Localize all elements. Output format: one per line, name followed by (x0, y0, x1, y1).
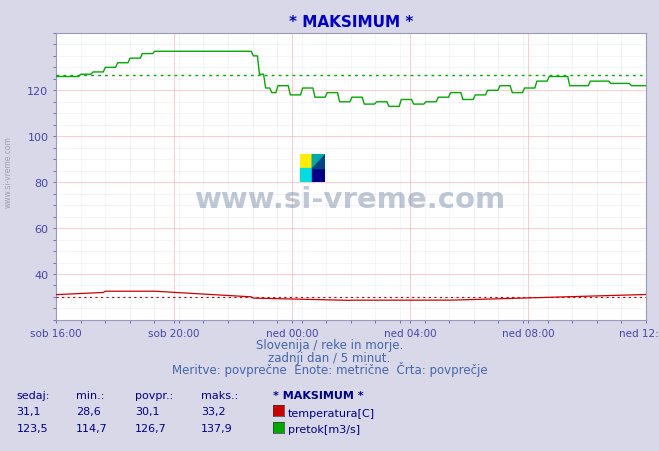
Text: Meritve: povprečne  Enote: metrične  Črta: povprečje: Meritve: povprečne Enote: metrične Črta:… (172, 361, 487, 377)
Text: 33,2: 33,2 (201, 406, 225, 416)
Text: maks.:: maks.: (201, 390, 239, 400)
Text: sedaj:: sedaj: (16, 390, 50, 400)
Text: pretok[m3/s]: pretok[m3/s] (288, 424, 360, 434)
Text: min.:: min.: (76, 390, 104, 400)
Text: * MAKSIMUM *: * MAKSIMUM * (273, 390, 364, 400)
Polygon shape (312, 155, 325, 169)
Text: 114,7: 114,7 (76, 423, 107, 433)
Text: www.si-vreme.com: www.si-vreme.com (195, 186, 507, 214)
Text: 137,9: 137,9 (201, 423, 233, 433)
Text: 126,7: 126,7 (135, 423, 167, 433)
Text: 123,5: 123,5 (16, 423, 48, 433)
Text: 30,1: 30,1 (135, 406, 159, 416)
Text: povpr.:: povpr.: (135, 390, 173, 400)
Title: * MAKSIMUM *: * MAKSIMUM * (289, 15, 413, 30)
Bar (300, 155, 312, 169)
Text: 28,6: 28,6 (76, 406, 101, 416)
Text: 31,1: 31,1 (16, 406, 41, 416)
Text: zadnji dan / 5 minut.: zadnji dan / 5 minut. (268, 351, 391, 364)
Text: Slovenija / reke in morje.: Slovenija / reke in morje. (256, 338, 403, 351)
Polygon shape (312, 155, 325, 169)
Text: www.si-vreme.com: www.si-vreme.com (3, 135, 13, 207)
Polygon shape (312, 155, 325, 169)
Bar (312, 169, 325, 183)
Bar (300, 169, 312, 183)
Text: temperatura[C]: temperatura[C] (288, 408, 375, 418)
